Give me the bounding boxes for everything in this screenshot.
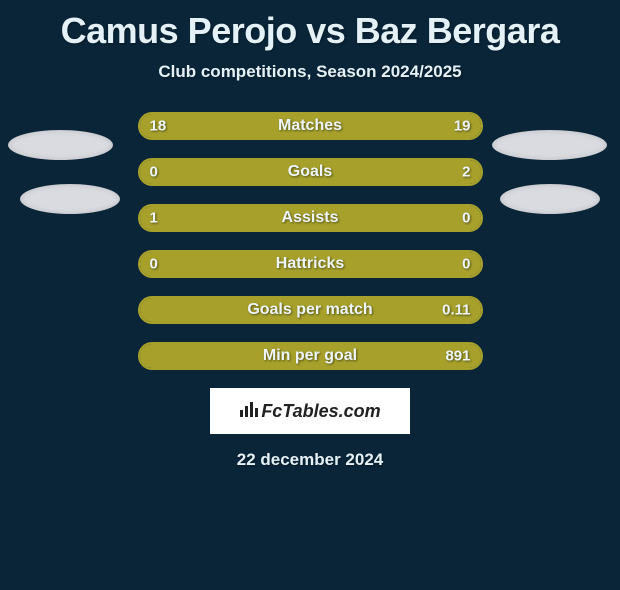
stat-row: 18 Matches 19 bbox=[138, 112, 483, 140]
stat-row: Min per goal 891 bbox=[138, 342, 483, 370]
stat-row: 1 Assists 0 bbox=[138, 204, 483, 232]
stat-fill-right bbox=[201, 160, 481, 184]
stat-row: 0 Hattricks 0 bbox=[138, 250, 483, 278]
stat-right-value: 0.11 bbox=[442, 302, 470, 319]
stat-right-value: 19 bbox=[454, 118, 471, 135]
stat-left-value: 0 bbox=[150, 256, 158, 273]
report-date: 22 december 2024 bbox=[0, 450, 620, 470]
decorative-ellipse bbox=[500, 184, 600, 214]
brand-badge: FcTables.com bbox=[210, 388, 410, 434]
stat-label: Matches bbox=[278, 117, 342, 135]
stat-label: Hattricks bbox=[276, 255, 344, 273]
decorative-ellipse bbox=[492, 130, 607, 160]
stat-right-value: 0 bbox=[462, 210, 470, 227]
stat-label: Goals bbox=[288, 163, 332, 181]
comparison-chart: 18 Matches 19 0 Goals 2 1 Assists 0 0 Hattricks 0 Go… bbox=[0, 112, 620, 370]
subtitle: Club competitions, Season 2024/2025 bbox=[0, 62, 620, 82]
brand-text: FcTables.com bbox=[261, 401, 380, 422]
stat-label: Assists bbox=[282, 209, 339, 227]
decorative-ellipse bbox=[20, 184, 120, 214]
stat-left-value: 0 bbox=[150, 164, 158, 181]
stat-right-value: 0 bbox=[462, 256, 470, 273]
stat-right-value: 2 bbox=[462, 164, 470, 181]
stat-row: 0 Goals 2 bbox=[138, 158, 483, 186]
page-title: Camus Perojo vs Baz Bergara bbox=[0, 10, 620, 52]
decorative-ellipse bbox=[8, 130, 113, 160]
stat-left-value: 1 bbox=[150, 210, 158, 227]
bars-icon bbox=[239, 400, 259, 423]
stat-right-value: 891 bbox=[445, 348, 470, 365]
stat-fill-left bbox=[140, 206, 403, 230]
stat-label: Min per goal bbox=[263, 347, 357, 365]
stat-label: Goals per match bbox=[247, 301, 372, 319]
stat-row: Goals per match 0.11 bbox=[138, 296, 483, 324]
stat-left-value: 18 bbox=[150, 118, 167, 135]
